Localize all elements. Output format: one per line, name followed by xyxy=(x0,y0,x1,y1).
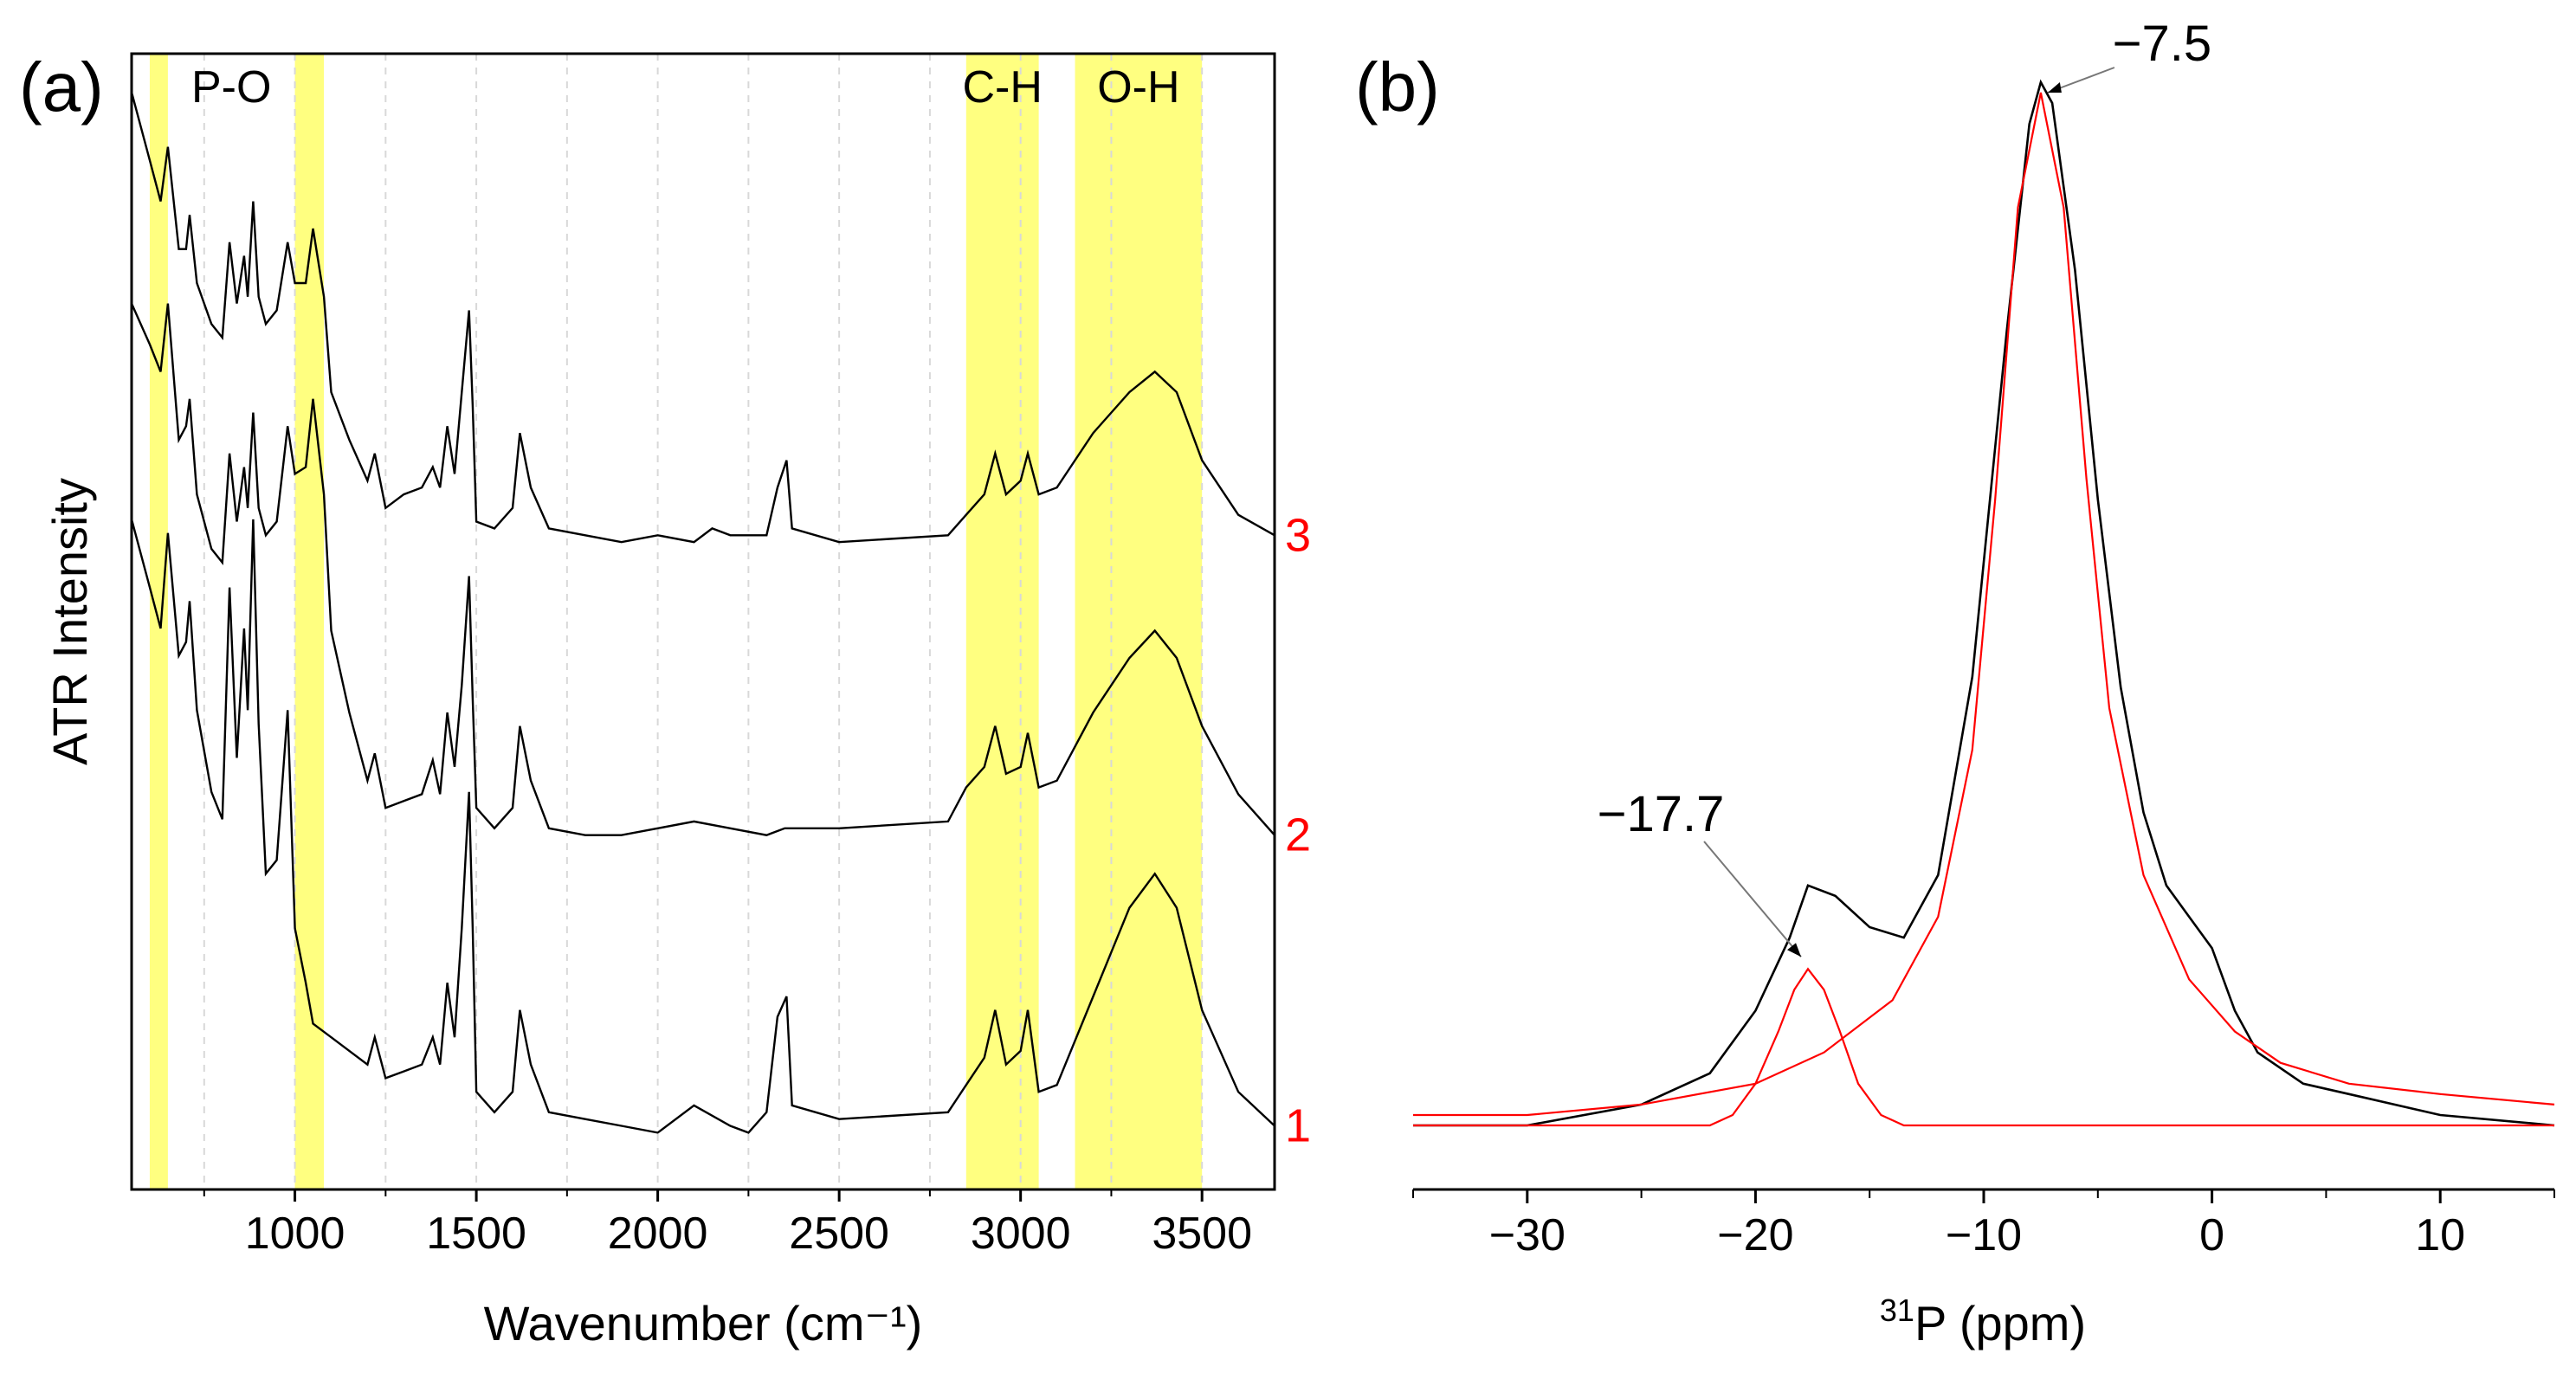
x-axis-title-b: 31P (ppm) xyxy=(1880,1292,2086,1350)
x-tick-label: 2500 xyxy=(789,1209,889,1259)
panel-a-label: (a) xyxy=(19,48,104,126)
panel-b: (b) −30 −20 −10 0 10 31P (ppm) −7.5 −17.7 xyxy=(1355,16,2555,1350)
trace-label-2: 2 xyxy=(1285,809,1311,861)
x-tick-label: −10 xyxy=(1946,1210,2022,1260)
x-axis-title-b-main: P (ppm) xyxy=(1914,1296,2086,1350)
y-axis-title-a: ATR Intensity xyxy=(42,478,97,765)
spectrum-line-3 xyxy=(130,92,1275,544)
band-labels: C-H O-H xyxy=(963,62,1180,113)
x-tick-label: 2000 xyxy=(608,1209,708,1259)
plot-frame-a xyxy=(130,52,1276,1191)
x-tick-label: 0 xyxy=(2199,1210,2224,1260)
x-axis-title-a: Wavenumber (cm⁻¹) xyxy=(484,1296,923,1350)
band-label-o-h: O-H xyxy=(1097,62,1179,113)
spectrum-line-1 xyxy=(130,519,1275,1134)
x-tick-label: 10 xyxy=(2415,1210,2465,1260)
nmr-series-2 xyxy=(1413,967,2554,1127)
highlight-band-1 xyxy=(294,54,325,1189)
x-tick-label: 3500 xyxy=(1152,1209,1252,1259)
x-tick-label: −20 xyxy=(1717,1210,1793,1260)
gridlines xyxy=(203,54,1204,1189)
spectrum-line-2 xyxy=(130,303,1275,836)
trace-label-3: 3 xyxy=(1285,509,1311,561)
x-axis-title-b-sup: 31 xyxy=(1880,1292,1914,1328)
x-ticks-b: −30 −20 −10 0 10 xyxy=(1412,1189,2555,1260)
trace-labels: 1 2 3 xyxy=(1285,509,1311,1151)
anno-arrowhead-1 xyxy=(2047,82,2062,93)
x-tick-label: −30 xyxy=(1489,1210,1566,1260)
anno-arrowhead-2 xyxy=(1787,943,1802,957)
panel-a: (a) 1000 1500 2000 2500 3000 3500 P-O C-H O-H … xyxy=(19,48,1311,1350)
nmr-series-0 xyxy=(1413,79,2555,1127)
trace-label-1: 1 xyxy=(1285,1100,1311,1152)
band-label-p-o: P-O xyxy=(191,62,271,113)
x-tick-label: 1000 xyxy=(245,1209,345,1259)
band-label-c-h: C-H xyxy=(963,62,1043,113)
nmr-lines xyxy=(1413,79,2555,1127)
anno-label-1: −7.5 xyxy=(2113,16,2212,72)
anno-label-2: −17.7 xyxy=(1598,786,1725,842)
highlight-band-2 xyxy=(965,54,1039,1189)
x-tick-label: 1500 xyxy=(426,1209,526,1259)
panel-b-label: (b) xyxy=(1355,48,1440,126)
nmr-series-1 xyxy=(1413,92,2555,1117)
highlight-band-3 xyxy=(1075,54,1203,1189)
spectra-lines xyxy=(130,92,1275,1134)
anno-arrow-2 xyxy=(1703,841,1802,957)
x-ticks-a: 1000 1500 2000 2500 3000 3500 xyxy=(203,1189,1252,1259)
peak-annotations: −7.5 −17.7 xyxy=(1598,16,2212,957)
x-tick-label: 3000 xyxy=(971,1209,1071,1259)
highlight-bands xyxy=(149,54,1203,1189)
